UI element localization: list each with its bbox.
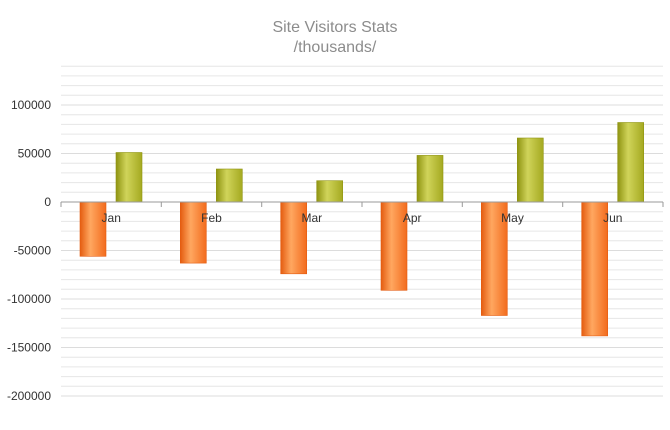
- bar-feb-2: [216, 168, 243, 203]
- x-category-label: Feb: [201, 211, 222, 225]
- x-category-label: May: [501, 211, 524, 225]
- bar-jun-1: [581, 201, 609, 337]
- bar-apr-1: [380, 201, 408, 291]
- y-tick-label: -150000: [7, 341, 51, 355]
- y-tick-label: -100000: [7, 292, 51, 306]
- y-tick-label: 0: [44, 195, 51, 209]
- bar-jun-2: [617, 122, 645, 203]
- bar-may-1: [480, 201, 508, 316]
- y-tick-label: -200000: [7, 389, 51, 403]
- x-category-label: Apr: [403, 211, 422, 225]
- x-category-label: Jan: [102, 211, 121, 225]
- chart-title: Site Visitors Stats: [272, 19, 398, 36]
- y-tick-label: 100000: [11, 98, 51, 112]
- bar-apr-2: [416, 155, 444, 203]
- bar-may-2: [516, 137, 544, 203]
- y-tick-label: 50000: [18, 147, 52, 161]
- chart-subtitle: /thousands/: [293, 39, 377, 56]
- y-tick-label: -50000: [14, 244, 52, 258]
- bar-jan-2: [115, 152, 143, 203]
- x-category-label: Jun: [603, 211, 622, 225]
- bar-feb-1: [180, 201, 207, 264]
- bar-mar-2: [316, 180, 344, 203]
- bar-jan-1: [79, 201, 107, 257]
- x-category-label: Mar: [301, 211, 322, 225]
- bar-mar-1: [280, 201, 308, 275]
